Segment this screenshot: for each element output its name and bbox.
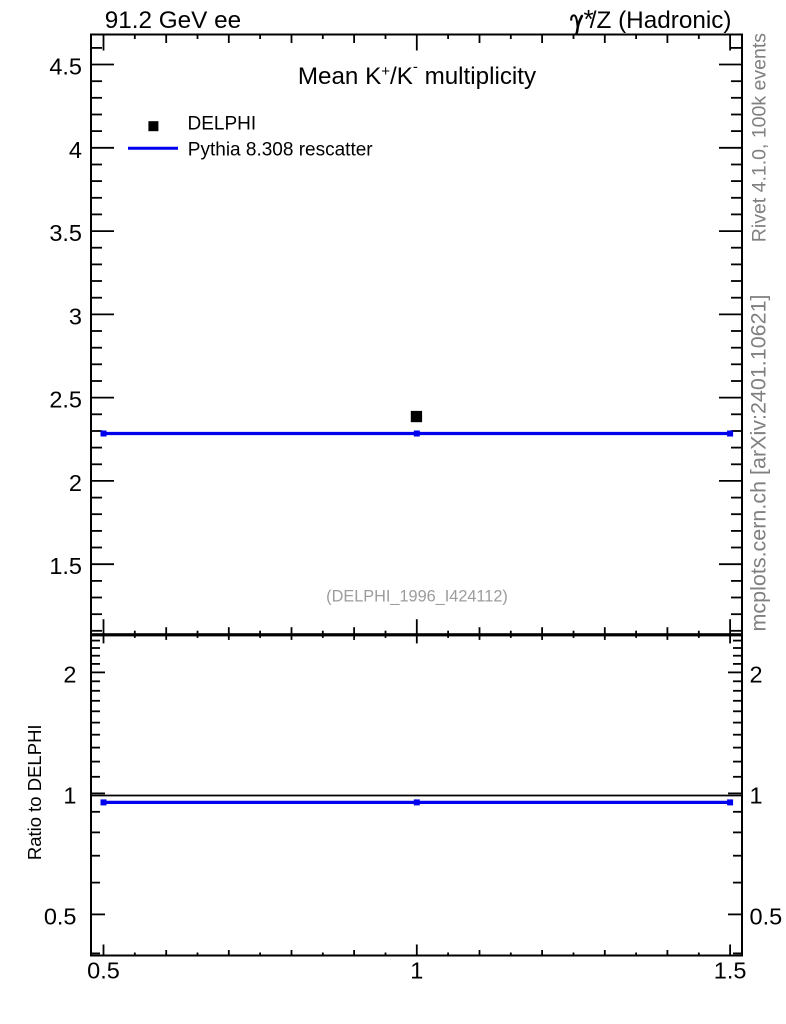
svg-text:2.5: 2.5	[49, 387, 82, 413]
svg-text:Pythia 8.308 rescatter: Pythia 8.308 rescatter	[188, 140, 373, 161]
svg-text:91.2 GeV ee: 91.2 GeV ee	[105, 7, 241, 34]
svg-text:Rivet 4.1.0, 100k events: Rivet 4.1.0, 100k events	[749, 33, 771, 242]
svg-text:1: 1	[750, 782, 763, 808]
svg-text:0.5: 0.5	[87, 958, 120, 984]
svg-text:DELPHI: DELPHI	[188, 114, 257, 135]
svg-text:2: 2	[69, 470, 82, 496]
svg-text:0.5: 0.5	[750, 903, 783, 929]
svg-text:2: 2	[750, 661, 763, 687]
svg-text:3: 3	[69, 303, 82, 329]
svg-text:3.5: 3.5	[49, 220, 82, 246]
svg-text:1: 1	[410, 958, 423, 984]
svg-text:(DELPHI_1996_I424112): (DELPHI_1996_I424112)	[326, 588, 508, 606]
svg-text:Mean K+/K- multiplicity: Mean K+/K- multiplicity	[298, 59, 537, 91]
svg-text:/Z (Hadronic): /Z (Hadronic)	[590, 7, 732, 34]
svg-text:2: 2	[63, 661, 76, 687]
svg-text:4.5: 4.5	[49, 54, 82, 80]
svg-text:1: 1	[63, 782, 76, 808]
svg-text:0.5: 0.5	[44, 903, 77, 929]
svg-text:Ratio to DELPHI: Ratio to DELPHI	[24, 724, 45, 860]
svg-text:*: *	[584, 4, 594, 34]
svg-text:4: 4	[69, 137, 82, 163]
svg-text:1.5: 1.5	[714, 958, 747, 984]
svg-text:1.5: 1.5	[49, 553, 82, 579]
svg-text:mcplots.cern.ch [arXiv:2401.10: mcplots.cern.ch [arXiv:2401.10621]	[747, 294, 771, 631]
